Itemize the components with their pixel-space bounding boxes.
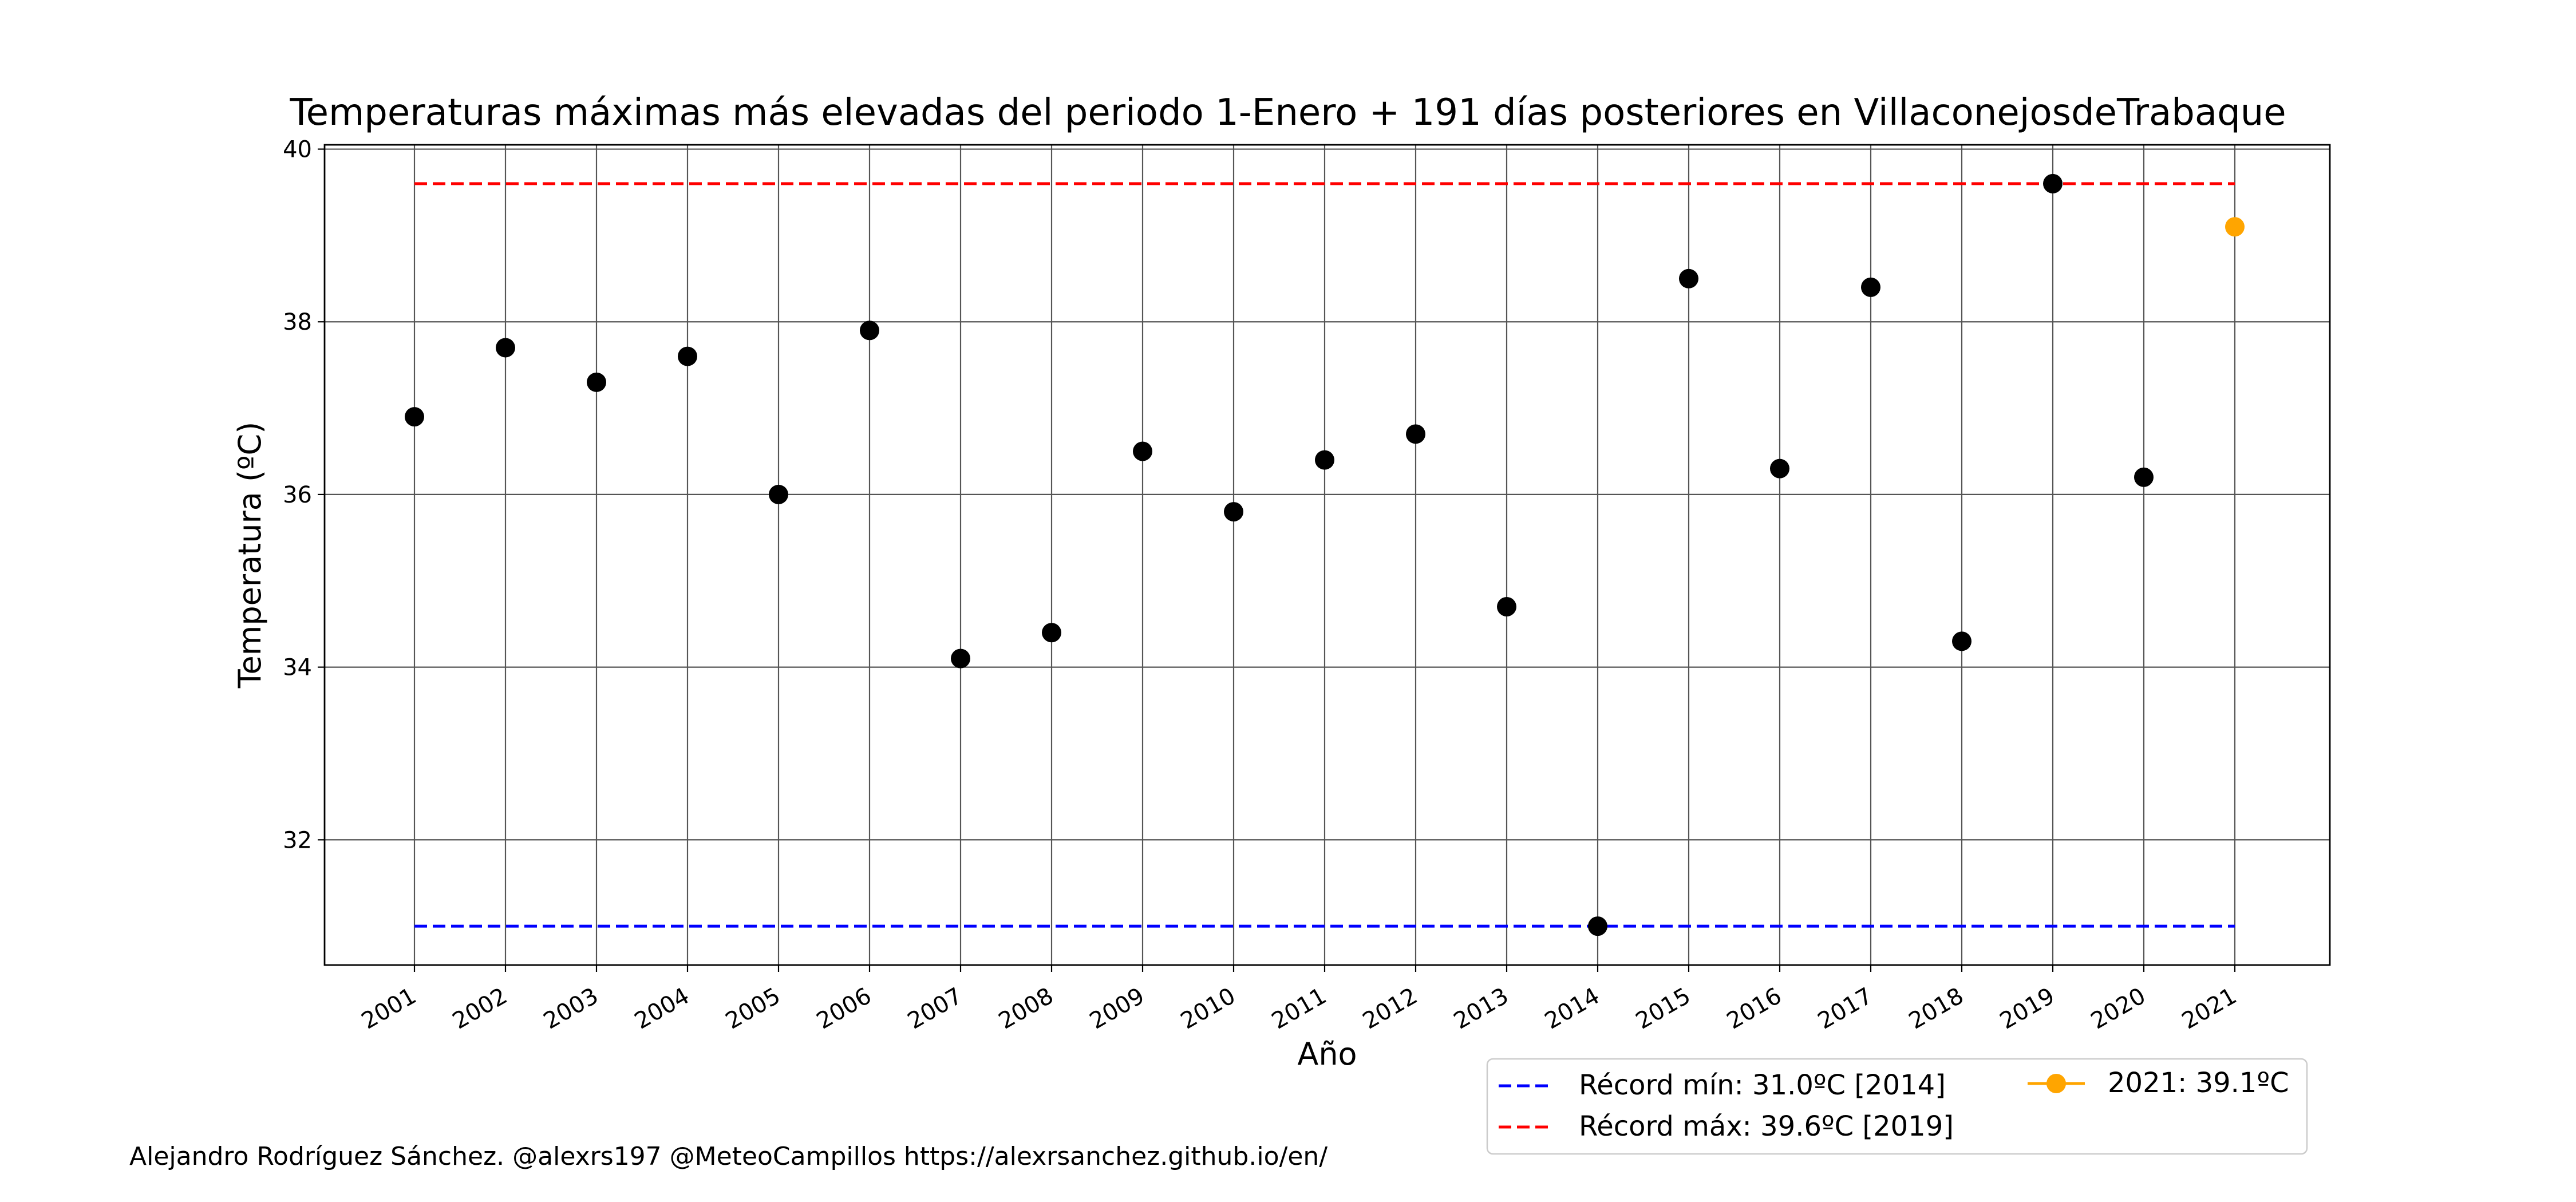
data-point — [405, 407, 424, 427]
data-point — [1497, 597, 1516, 617]
data-point — [678, 346, 697, 366]
x-tick-label: 2005 — [721, 983, 785, 1035]
y-tick-label: 38 — [283, 309, 312, 335]
legend-record-max-label: Récord máx: 39.6ºC [2019] — [1579, 1110, 1954, 1142]
x-tick-label: 2016 — [1722, 983, 1786, 1035]
x-tick-label: 2020 — [2087, 983, 2150, 1035]
x-tick-label: 2010 — [1176, 983, 1240, 1035]
x-tick-label: 2013 — [1449, 983, 1513, 1035]
data-point — [769, 484, 788, 504]
data-point — [1133, 441, 1152, 461]
data-point — [1679, 268, 1698, 288]
data-point — [860, 321, 879, 341]
x-tick-label: 2011 — [1267, 983, 1331, 1035]
x-tick-label: 2002 — [448, 983, 512, 1035]
plot-frame — [323, 144, 2331, 966]
x-tick-label: 2015 — [1631, 983, 1695, 1035]
data-point — [1861, 277, 1880, 297]
data-point — [2134, 467, 2154, 487]
x-tick-label: 2003 — [539, 983, 603, 1035]
data-point — [2043, 173, 2063, 193]
y-tick-label: 32 — [283, 827, 312, 853]
x-tick-label: 2014 — [1540, 983, 1604, 1035]
x-tick-label: 2004 — [630, 983, 694, 1035]
data-point — [1042, 623, 1061, 643]
x-axis-label: Año — [1297, 1036, 1357, 1072]
data-point — [1952, 631, 1971, 651]
x-tick-label: 2018 — [1905, 983, 1968, 1035]
data-point — [1588, 916, 1607, 936]
data-point — [496, 338, 515, 358]
x-tick-label: 2008 — [994, 983, 1058, 1035]
x-tick-label: 2021 — [2178, 983, 2241, 1035]
y-axis-label: Temperatura (ºC) — [232, 422, 268, 689]
credits-text: Alejandro Rodríguez Sánchez. @alexrs197 … — [129, 1142, 1328, 1171]
x-tick-label: 2017 — [1814, 983, 1877, 1035]
legend-current-year-marker — [2046, 1074, 2066, 1093]
x-tick-label: 2009 — [1085, 983, 1149, 1035]
data-point — [951, 649, 970, 669]
legend-box — [1486, 1058, 2308, 1155]
legend-current-year-label: 2021: 39.1ºC — [2108, 1067, 2289, 1099]
x-tick-label: 2019 — [1996, 983, 2059, 1035]
y-tick-label: 40 — [283, 137, 312, 163]
x-tick-label: 2012 — [1358, 983, 1422, 1035]
chart-title: Temperaturas máximas más elevadas del pe… — [290, 92, 2286, 134]
y-tick-label: 36 — [283, 482, 312, 508]
data-point — [1406, 424, 1425, 444]
data-point — [1315, 450, 1334, 470]
x-tick-label: 2007 — [903, 983, 967, 1035]
data-point — [1770, 458, 1789, 479]
current-year-point — [2225, 217, 2245, 237]
x-tick-label: 2006 — [812, 983, 876, 1035]
data-point — [587, 372, 606, 392]
x-tick-label: 2001 — [357, 983, 421, 1035]
y-tick-label: 34 — [283, 655, 312, 681]
legend-record-min-label: Récord mín: 31.0ºC [2014] — [1579, 1069, 1946, 1101]
data-point — [1224, 502, 1243, 522]
